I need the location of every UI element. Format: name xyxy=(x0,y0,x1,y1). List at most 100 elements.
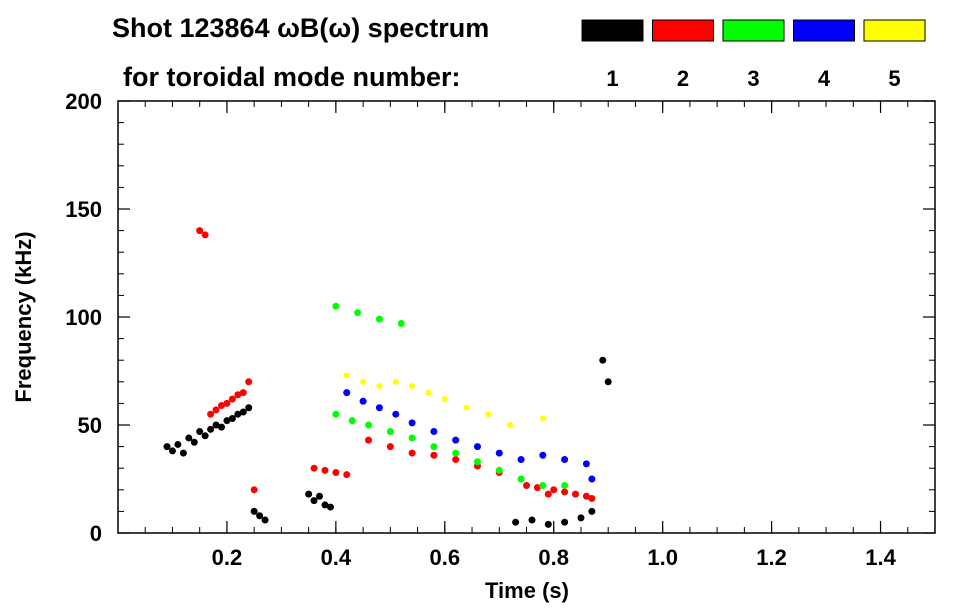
y-tick-label: 150 xyxy=(65,197,102,222)
point-mode-5 xyxy=(485,411,492,418)
point-mode-2 xyxy=(239,389,247,397)
point-mode-4 xyxy=(430,427,438,435)
point-mode-2 xyxy=(544,490,552,498)
legend-swatch-mode-5 xyxy=(863,19,926,42)
point-mode-2 xyxy=(408,449,416,457)
legend: 1 2 3 4 5 xyxy=(581,19,926,91)
point-mode-1 xyxy=(250,507,258,515)
point-mode-4 xyxy=(375,404,383,412)
point-mode-2 xyxy=(212,406,220,414)
point-mode-1 xyxy=(223,417,231,425)
legend-swatch-mode-3 xyxy=(722,19,785,42)
point-mode-4 xyxy=(392,410,400,418)
point-mode-1 xyxy=(326,503,334,511)
x-tick-label: 0.4 xyxy=(321,545,352,570)
point-mode-3 xyxy=(365,421,373,429)
point-mode-1 xyxy=(544,520,552,528)
point-mode-3 xyxy=(375,315,383,323)
point-mode-1 xyxy=(310,497,318,505)
point-mode-1 xyxy=(207,425,215,433)
x-tick-label: 0.6 xyxy=(430,545,461,570)
point-mode-5 xyxy=(360,378,367,385)
point-mode-4 xyxy=(473,443,481,451)
point-mode-4 xyxy=(495,449,503,457)
point-mode-3 xyxy=(332,410,340,418)
point-mode-2 xyxy=(332,469,340,477)
point-mode-5 xyxy=(409,383,416,390)
point-mode-4 xyxy=(343,389,351,397)
point-mode-2 xyxy=(452,456,460,464)
legend-label-mode-2: 2 xyxy=(677,66,689,91)
point-mode-2 xyxy=(223,399,231,407)
point-mode-2 xyxy=(250,486,258,494)
point-mode-5 xyxy=(463,404,470,411)
point-mode-1 xyxy=(212,421,220,429)
legend-label-mode-5: 5 xyxy=(888,66,900,91)
point-mode-2 xyxy=(430,451,438,459)
point-mode-3 xyxy=(332,302,340,310)
chart-title-line2: for toroidal mode number: xyxy=(123,62,461,92)
point-mode-1 xyxy=(588,507,596,515)
y-tick-label: 50 xyxy=(78,413,102,438)
point-mode-3 xyxy=(430,443,438,451)
point-mode-1 xyxy=(528,516,536,524)
point-mode-3 xyxy=(348,417,356,425)
legend-label-mode-1: 1 xyxy=(606,66,618,91)
legend-swatch-mode-1 xyxy=(581,19,644,42)
point-mode-2 xyxy=(321,466,329,474)
point-mode-3 xyxy=(473,458,481,466)
point-mode-5 xyxy=(392,378,399,385)
point-mode-2 xyxy=(196,227,204,235)
x-tick-label: 1.2 xyxy=(756,545,787,570)
x-tick-label: 1.4 xyxy=(865,545,896,570)
point-mode-1 xyxy=(316,492,324,500)
legend-label-mode-4: 4 xyxy=(818,66,831,91)
legend-swatch-mode-2 xyxy=(652,19,714,42)
point-mode-1 xyxy=(599,356,607,364)
point-mode-1 xyxy=(190,438,198,446)
point-mode-4 xyxy=(452,436,460,444)
point-mode-2 xyxy=(245,378,253,386)
point-mode-4 xyxy=(561,456,569,464)
x-tick-label: 0.8 xyxy=(538,545,569,570)
point-mode-1 xyxy=(185,434,193,442)
point-mode-2 xyxy=(310,464,318,472)
point-mode-5 xyxy=(539,415,546,422)
point-mode-1 xyxy=(168,447,176,455)
point-mode-4 xyxy=(582,460,590,468)
point-mode-2 xyxy=(228,395,236,403)
y-tick-label: 200 xyxy=(65,89,102,114)
point-mode-2 xyxy=(523,481,530,489)
point-mode-1 xyxy=(217,423,225,431)
point-mode-1 xyxy=(256,512,264,520)
point-mode-1 xyxy=(577,514,585,522)
point-mode-1 xyxy=(174,440,182,448)
data-marks xyxy=(163,227,612,528)
point-mode-3 xyxy=(517,475,525,483)
point-mode-3 xyxy=(386,427,394,435)
point-mode-2 xyxy=(365,436,373,444)
point-mode-1 xyxy=(321,501,329,509)
plot-frame xyxy=(117,100,936,534)
point-mode-2 xyxy=(386,443,394,451)
point-mode-1 xyxy=(604,378,612,386)
y-tick-label: 100 xyxy=(65,305,102,330)
point-mode-2 xyxy=(582,492,590,500)
point-mode-5 xyxy=(507,422,514,428)
point-mode-5 xyxy=(343,372,350,379)
y-tick-label: 0 xyxy=(90,521,102,546)
point-mode-3 xyxy=(495,466,503,474)
point-mode-3 xyxy=(452,449,460,457)
chart-title-line1: Shot 123864 ωB(ω) spectrum xyxy=(112,13,489,43)
point-mode-2 xyxy=(234,391,242,399)
point-mode-5 xyxy=(441,396,448,403)
point-mode-2 xyxy=(207,410,215,418)
point-mode-1 xyxy=(561,518,569,526)
point-mode-2 xyxy=(572,490,580,498)
point-mode-3 xyxy=(561,481,569,489)
point-mode-1 xyxy=(201,432,209,440)
point-mode-1 xyxy=(228,415,236,423)
point-mode-2 xyxy=(343,471,351,479)
point-mode-3 xyxy=(354,309,362,317)
